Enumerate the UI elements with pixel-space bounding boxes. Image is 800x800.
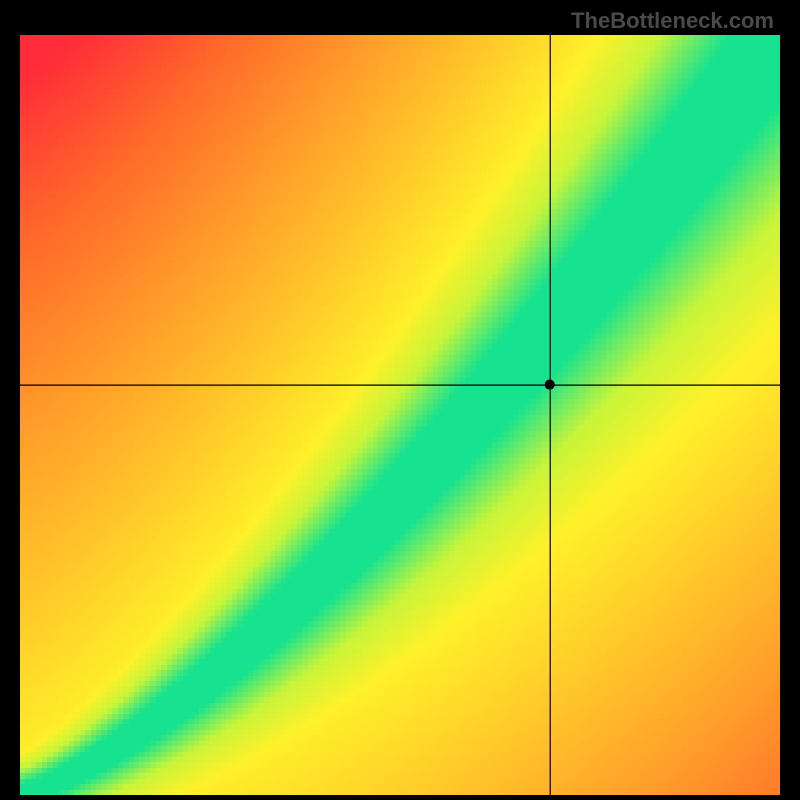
chart-container: { "watermark": { "text": "TheBottleneck.… (0, 0, 800, 800)
watermark-text: TheBottleneck.com (571, 8, 774, 34)
crosshair-overlay (20, 35, 780, 795)
